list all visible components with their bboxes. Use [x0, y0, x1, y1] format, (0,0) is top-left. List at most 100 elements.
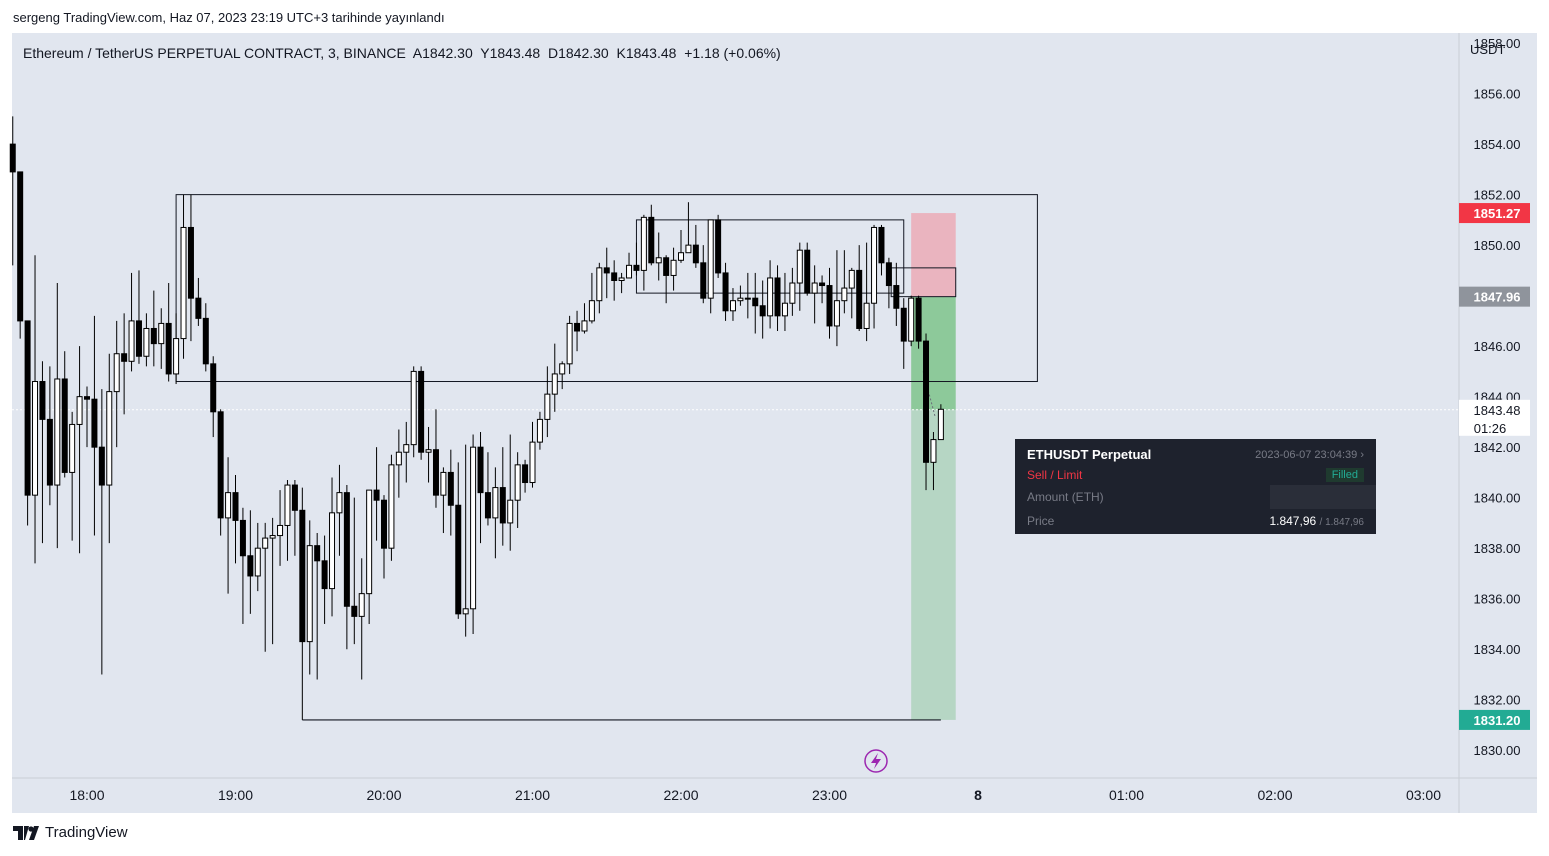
- candle: [841, 250, 848, 314]
- candle: [69, 411, 76, 541]
- candle-body: [737, 297, 744, 302]
- candle-body: [358, 593, 365, 617]
- candle: [692, 224, 699, 268]
- candle: [135, 270, 142, 364]
- candle-body: [663, 257, 670, 276]
- candle-body: [432, 449, 439, 496]
- candle: [678, 229, 684, 263]
- candle-body: [61, 378, 68, 473]
- candle-body: [165, 322, 172, 375]
- candle: [299, 487, 306, 720]
- order-status-badge: Filled: [1325, 468, 1364, 482]
- y-tick-label: 1852.00: [1474, 188, 1521, 203]
- candle-body: [767, 277, 774, 317]
- y-tick-label: 1836.00: [1474, 592, 1521, 607]
- candle-body: [722, 272, 729, 312]
- y-tick-label: 1838.00: [1474, 541, 1521, 556]
- candle: [856, 245, 863, 331]
- candle-body: [106, 391, 113, 486]
- candle: [165, 283, 172, 382]
- candle: [39, 361, 46, 544]
- order-timestamp[interactable]: 2023-06-07 23:04:39 ›: [1255, 448, 1364, 461]
- candle-body: [477, 446, 484, 494]
- candle: [17, 171, 24, 339]
- candle: [551, 343, 558, 412]
- candle-body: [113, 353, 120, 393]
- candle: [915, 295, 922, 349]
- candle-body: [254, 547, 261, 577]
- y-tick-label: 1854.00: [1474, 137, 1521, 152]
- candle-body: [848, 269, 855, 289]
- order-card[interactable]: ETHUSDT Perpetual 2023-06-07 23:04:39 › …: [1015, 439, 1376, 534]
- candle-body: [544, 393, 551, 420]
- candles: [9, 116, 944, 720]
- candle: [566, 315, 573, 374]
- candle: [640, 214, 647, 291]
- candle: [729, 288, 736, 321]
- candle: [284, 480, 291, 561]
- candle-body: [210, 363, 217, 413]
- candle-body: [871, 226, 878, 304]
- candle: [180, 194, 187, 359]
- candle-body: [32, 381, 39, 496]
- candle-body: [729, 300, 736, 312]
- candle-body: [692, 244, 699, 264]
- candle-body: [707, 219, 714, 299]
- candle-body: [596, 267, 603, 302]
- candle: [648, 204, 655, 266]
- candle: [91, 315, 98, 536]
- candle: [343, 485, 350, 650]
- candle: [388, 454, 395, 561]
- candle-body: [343, 492, 350, 607]
- candle-body: [217, 411, 224, 519]
- candle: [447, 449, 454, 536]
- stop-zone: [911, 213, 956, 297]
- candle: [106, 353, 113, 544]
- candle: [663, 255, 670, 304]
- tradingview-brand[interactable]: TradingView: [13, 824, 128, 841]
- candle: [358, 558, 365, 680]
- candle-body: [507, 499, 514, 524]
- candle-body: [811, 282, 818, 294]
- x-tick-label: 02:00: [1257, 787, 1292, 803]
- entry-label-bg: [1459, 286, 1530, 307]
- candle-body: [388, 464, 395, 549]
- candle-body: [69, 423, 76, 473]
- candle: [715, 214, 722, 278]
- candle-body: [187, 226, 194, 299]
- candle-body: [321, 560, 328, 590]
- candle: [158, 308, 165, 369]
- candle: [232, 474, 239, 564]
- entry-price-label: 1847.96: [1459, 286, 1530, 307]
- candle-body: [574, 322, 581, 332]
- candle-body: [900, 307, 907, 342]
- stop-price-label: 1851.27: [1459, 203, 1530, 224]
- candle: [351, 497, 358, 645]
- candle: [262, 522, 269, 652]
- candle: [143, 313, 150, 367]
- candle-body: [284, 484, 291, 526]
- candle: [596, 262, 603, 314]
- candle-body: [499, 487, 506, 524]
- candle: [804, 242, 811, 296]
- chart-pane[interactable]: [12, 33, 1537, 813]
- candle-body: [893, 285, 900, 309]
- candle-body: [84, 396, 90, 400]
- amount-value: [1270, 485, 1376, 509]
- last-label-text: 1843.48: [1474, 403, 1521, 418]
- candle-body: [39, 381, 46, 420]
- candle-body: [551, 373, 558, 395]
- order-symbol: ETHUSDT Perpetual: [1027, 447, 1152, 462]
- candle: [121, 313, 128, 415]
- candle: [633, 242, 640, 276]
- axes: 1858.00 1856.00 1854.00 1852.00 1850.00 1846.…: [12, 33, 1537, 813]
- candle-body: [373, 489, 380, 501]
- candle: [819, 275, 826, 304]
- candle-body: [143, 327, 150, 357]
- candle: [366, 489, 373, 624]
- candle-body: [685, 244, 692, 254]
- chart-header: Ethereum / TetherUS PERPETUAL CONTRACT, …: [23, 45, 781, 61]
- candle: [9, 116, 16, 266]
- candle-body: [603, 267, 610, 274]
